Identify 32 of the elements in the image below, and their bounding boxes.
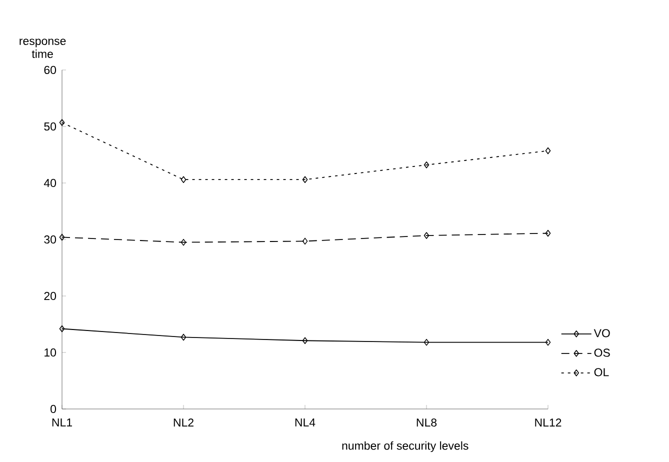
point: [424, 338, 430, 346]
y-tick-label: 20: [44, 292, 56, 300]
x-tick-label: NL2: [174, 418, 194, 427]
point: [180, 334, 186, 341]
point: [59, 119, 65, 126]
legend-label: OL: [594, 368, 609, 376]
point: [302, 337, 308, 344]
x-tick-label: NL8: [416, 418, 437, 427]
x-tick-label: NL4: [295, 418, 316, 426]
point: [424, 232, 430, 239]
y-tick-label: 30: [44, 235, 56, 244]
x-tick-label: NL12: [535, 418, 562, 427]
legend-label: VO: [594, 329, 610, 338]
point: [545, 338, 551, 346]
y-tick-label: 50: [44, 122, 56, 131]
point: [59, 234, 65, 241]
x-axis-title: number of security levels: [342, 441, 468, 452]
point: [545, 230, 551, 237]
x-tick-label: NL1: [52, 418, 72, 426]
point: [302, 176, 308, 183]
point: [302, 238, 308, 245]
point: [424, 162, 430, 168]
point: [180, 176, 186, 183]
y-axis-title: response time: [20, 38, 66, 58]
point: [180, 238, 186, 246]
y-tick-label: 40: [44, 178, 56, 188]
y-tick-label: 0: [50, 404, 56, 414]
legend-label: OS: [594, 348, 610, 357]
y-tick-label: 10: [44, 348, 56, 357]
y-tick-label: 60: [44, 66, 56, 74]
point: [59, 325, 65, 332]
point: [545, 147, 551, 154]
